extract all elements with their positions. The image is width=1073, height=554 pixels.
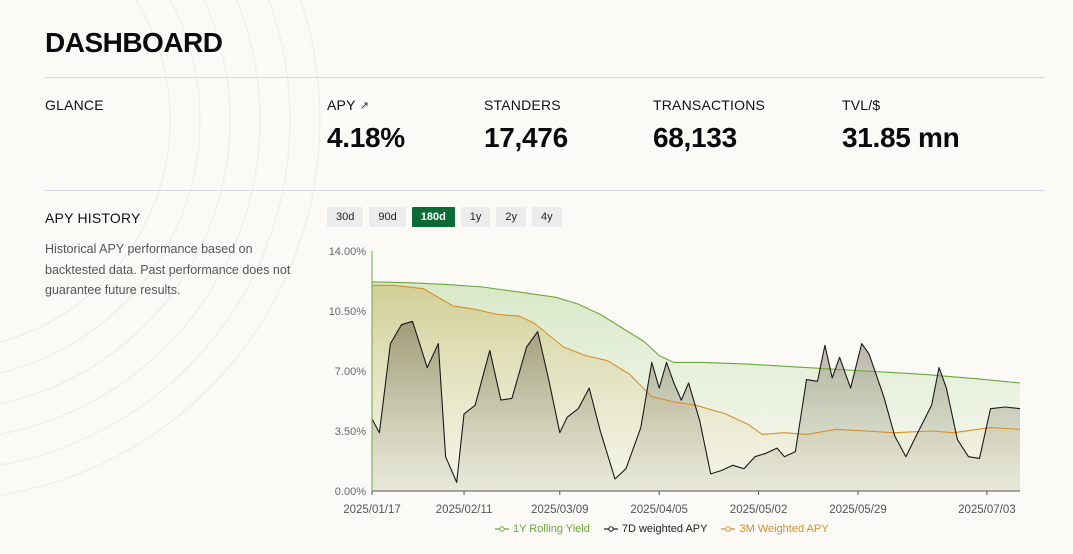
apy-history-description: Historical APY performance based on back… xyxy=(45,242,291,297)
x-tick-label: 2025/03/09 xyxy=(531,504,589,516)
legend-item-3m[interactable]: 3M Weighted APY xyxy=(721,523,829,535)
series-area-7d xyxy=(372,321,1020,491)
external-link-icon[interactable]: ↗ xyxy=(359,99,370,112)
legend-label-3m: 3M Weighted APY xyxy=(739,523,829,535)
y-tick-label: 0.00% xyxy=(335,486,366,498)
stat-tvl-label: TVL/$ xyxy=(842,97,881,113)
stat-standers-label: STANDERS xyxy=(484,97,561,113)
apy-history-chart[interactable]: 14.00% 10.50% 7.00% 3.50% 0.00% 2025/01/17 202… xyxy=(320,240,1050,522)
divider xyxy=(45,77,1045,78)
stat-apy-value: 4.18% xyxy=(327,122,405,153)
stat-tvl: TVL/$ 31.85 mn xyxy=(842,97,960,154)
legend-marker-3m xyxy=(721,526,736,532)
range-button-30d[interactable]: 30d xyxy=(327,207,364,227)
glance-label: GLANCE xyxy=(45,97,104,113)
x-tick-label: 2025/04/05 xyxy=(630,504,688,516)
y-tick-label: 7.00% xyxy=(335,366,366,378)
divider xyxy=(45,190,1045,191)
series-line-rolling xyxy=(371,281,1021,384)
legend-label-rolling: 1Y Rolling Yield xyxy=(513,523,590,535)
stat-apy-header[interactable]: APY ↗ xyxy=(327,97,405,113)
range-button-4y[interactable]: 4y xyxy=(532,207,562,227)
legend-marker-7d xyxy=(603,526,618,532)
legend-item-rolling[interactable]: 1Y Rolling Yield xyxy=(495,523,590,535)
range-button-90d[interactable]: 90d xyxy=(369,207,406,227)
stat-apy-label: APY xyxy=(327,97,356,113)
range-button-180d[interactable]: 180d xyxy=(411,207,455,227)
stat-tvl-value: 31.85 mn xyxy=(842,122,960,153)
stat-standers-value: 17,476 xyxy=(484,122,568,153)
x-tick-label: 2025/02/11 xyxy=(436,504,493,516)
chart-legend: 1Y Rolling Yield 7D weighted APY 3M Weig… xyxy=(495,523,829,535)
x-tick-label: 2025/05/29 xyxy=(829,504,887,516)
stat-transactions-value: 68,133 xyxy=(653,122,737,153)
series-line-3m xyxy=(372,284,1021,435)
legend-item-7d[interactable]: 7D weighted APY xyxy=(603,523,708,535)
y-tick-label: 14.00% xyxy=(329,246,367,258)
stat-apy: APY ↗ 4.18% xyxy=(327,97,405,154)
y-tick-label: 3.50% xyxy=(335,426,366,438)
apy-history-label: APY HISTORY xyxy=(45,210,141,226)
legend-label-7d: 7D weighted APY xyxy=(621,523,708,535)
range-button-2y[interactable]: 2y xyxy=(496,207,527,227)
series-line-7d xyxy=(371,320,1021,483)
legend-marker-rolling xyxy=(495,526,509,532)
stat-transactions-label: TRANSACTIONS xyxy=(653,97,766,113)
x-tick-label: 2025/05/02 xyxy=(730,504,788,516)
stat-transactions: TRANSACTIONS 68,133 xyxy=(653,97,765,154)
stat-standers: STANDERS 17,476 xyxy=(484,97,568,154)
x-tick-label: 2025/01/17 xyxy=(343,504,401,516)
range-selector: 30d 90d 180d 1y 2y 4y xyxy=(327,207,562,227)
page-title: DASHBOARD xyxy=(45,27,223,58)
x-tick-label: 2025/07/03 xyxy=(958,504,1016,516)
range-button-1y[interactable]: 1y xyxy=(460,207,491,227)
y-tick-label: 10.50% xyxy=(329,306,367,318)
